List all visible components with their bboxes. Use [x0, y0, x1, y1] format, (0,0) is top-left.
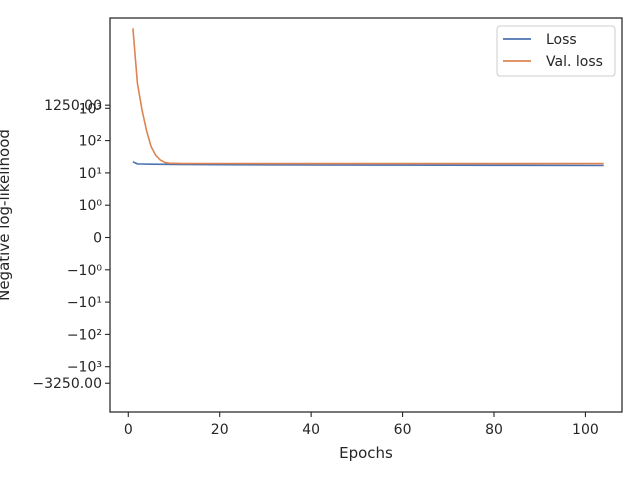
x-axis-ticks: 0 20 40 60 80 100 [124, 412, 599, 438]
series-line-val-loss [132, 28, 604, 165]
series-line-loss [132, 161, 604, 167]
legend-label: Loss [546, 32, 577, 48]
y-tick-label: 10² [79, 134, 102, 150]
y-tick-label: −3250.00 [32, 376, 102, 392]
y-tick-label: −10³ [67, 360, 102, 376]
y-tick-label: 1250.00 [44, 98, 102, 114]
x-tick-label: 20 [211, 422, 229, 438]
x-tick-label: 80 [485, 422, 503, 438]
x-tick-label: 60 [394, 422, 412, 438]
y-tick-label: −10¹ [67, 295, 102, 311]
plot-frame [109, 17, 623, 413]
y-tick-label: −10⁰ [67, 263, 103, 279]
legend: Loss Val. loss [496, 25, 616, 77]
x-tick-label: 100 [572, 422, 599, 438]
y-tick-label: 10¹ [79, 166, 102, 182]
y-tick-label: 10³ [79, 101, 102, 117]
y-tick-label: −10² [67, 327, 102, 343]
y-axis-label: Negative log-likelihood [0, 129, 13, 301]
y-tick-label: 10⁰ [79, 198, 103, 214]
series-lines [132, 28, 604, 167]
x-axis-label: Epochs [339, 444, 393, 462]
legend-label: Val. loss [546, 54, 603, 70]
x-tick-label: 40 [302, 422, 320, 438]
x-tick-label: 0 [124, 422, 133, 438]
y-tick-label: 0 [93, 231, 102, 247]
